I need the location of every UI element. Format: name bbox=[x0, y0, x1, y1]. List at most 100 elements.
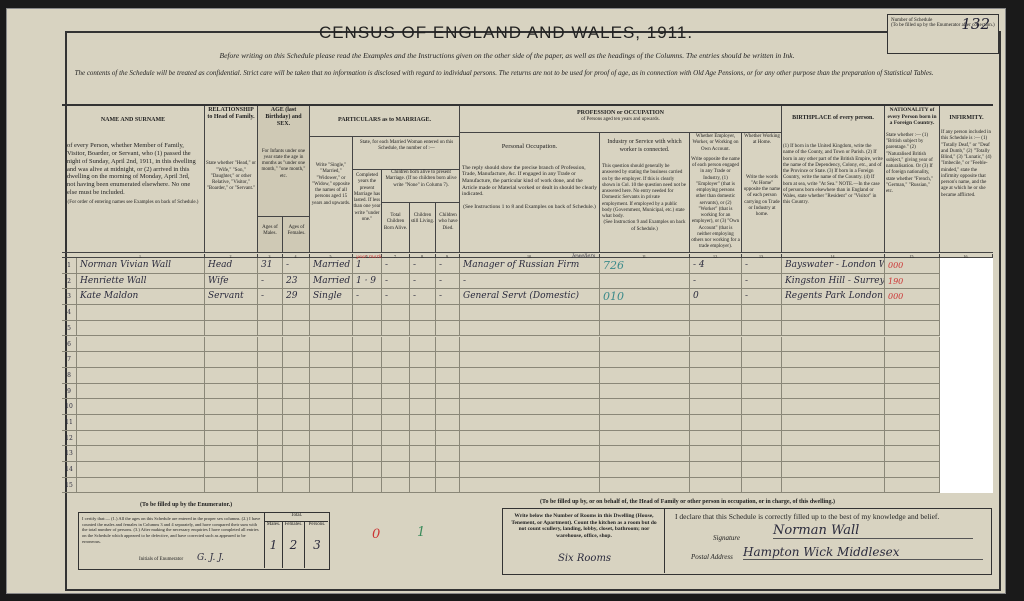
cell-code bbox=[600, 336, 690, 352]
postal-address-label: Postal Address bbox=[691, 553, 733, 561]
schedule-frame bbox=[65, 31, 1001, 591]
cell-birth bbox=[782, 399, 885, 414]
page-title: CENSUS OF ENGLAND AND WALES, 1911. bbox=[318, 23, 694, 42]
cell-bcode bbox=[885, 430, 940, 446]
table-row: 2 Henriette Wall Wife -23 Married 1 · 9------… bbox=[62, 273, 993, 290]
cell-birth bbox=[782, 415, 885, 430]
cell-m: - bbox=[258, 289, 283, 305]
cell-bcode bbox=[885, 367, 940, 383]
cell-emp bbox=[690, 305, 742, 320]
cell-died bbox=[436, 462, 460, 477]
cell-m bbox=[258, 446, 283, 462]
cell-yrs bbox=[353, 305, 382, 320]
cell-birth bbox=[782, 305, 885, 320]
males-count: 1 bbox=[269, 538, 278, 553]
header-marriage-died: Children who have Died. bbox=[436, 202, 459, 252]
cell-mar: Married bbox=[310, 273, 353, 289]
cell-emp: 0 bbox=[690, 289, 742, 305]
cell-f bbox=[283, 399, 310, 414]
cell-mar: Single bbox=[310, 289, 353, 305]
column-number: 15. bbox=[885, 254, 940, 261]
cell-n: 2 bbox=[62, 273, 77, 289]
cell-m: - bbox=[258, 273, 283, 289]
occupation-note: Jewellers bbox=[572, 253, 596, 259]
cell-m bbox=[258, 462, 283, 477]
cell-tot bbox=[382, 367, 410, 383]
cell-rel bbox=[205, 352, 258, 367]
header-home-title: Whether Working at Home. bbox=[744, 134, 780, 146]
cell-n: 15 bbox=[62, 477, 77, 493]
column-number: 9. bbox=[436, 254, 460, 261]
persons-count: 3 bbox=[313, 538, 321, 553]
cell-occ bbox=[460, 352, 600, 367]
cell-yrs: - bbox=[353, 289, 382, 305]
header-industry-note: (See Instruction 9 and Examples on back … bbox=[603, 220, 686, 232]
cell-name bbox=[77, 383, 205, 399]
cell-tot bbox=[382, 352, 410, 367]
cell-tot bbox=[382, 430, 410, 446]
cell-birth bbox=[782, 320, 885, 336]
header-home-desc: Write the words "At Home" opposite the n… bbox=[743, 174, 781, 218]
header-marriage-title: PARTICULARS as to MARRIAGE. bbox=[337, 117, 431, 123]
cell-mar bbox=[310, 367, 353, 383]
cell-died bbox=[436, 415, 460, 430]
cell-home bbox=[742, 430, 782, 446]
cell-bcode bbox=[885, 446, 940, 462]
cell-occ: General Servt (Domestic) bbox=[460, 289, 600, 305]
cell-died: - bbox=[436, 258, 460, 273]
cell-bcode bbox=[885, 415, 940, 430]
cell-bcode bbox=[885, 336, 940, 352]
cell-code bbox=[600, 399, 690, 414]
header-employer-title: Whether Employer, Worker, or Working on … bbox=[692, 134, 739, 152]
cell-mar bbox=[310, 352, 353, 367]
cell-f: 29 bbox=[283, 289, 310, 305]
header-nationality: NATIONALITY of every Person born in a Fo… bbox=[885, 106, 940, 252]
females-label: Females. bbox=[284, 522, 303, 527]
cell-code bbox=[600, 367, 690, 383]
cell-liv bbox=[410, 399, 436, 414]
table-row: 1 Norman Vivian Wall Head 31- Married 1- - - Man… bbox=[62, 253, 993, 274]
cell-name: Henriette Wall bbox=[77, 273, 205, 289]
cell-mar bbox=[310, 462, 353, 477]
cell-n: 10 bbox=[62, 399, 77, 414]
header-profession-title: PROFESSION or OCCUPATION bbox=[576, 110, 664, 116]
table-row: 4 bbox=[62, 305, 993, 321]
cell-birth bbox=[782, 383, 885, 399]
cell-birth bbox=[782, 446, 885, 462]
cell-name bbox=[77, 477, 205, 493]
cell-f: 23 bbox=[283, 273, 310, 289]
header-personal-title: Personal Occupation. bbox=[501, 143, 558, 150]
cell-bcode bbox=[885, 305, 940, 320]
cell-emp bbox=[690, 367, 742, 383]
cell-rel bbox=[205, 477, 258, 493]
cell-name bbox=[77, 367, 205, 383]
cell-name bbox=[77, 446, 205, 462]
cell-n: 5 bbox=[62, 320, 77, 336]
cell-died bbox=[436, 367, 460, 383]
household-caption: (To be filled up by, or on behalf of, th… bbox=[540, 499, 836, 505]
cell-died bbox=[436, 399, 460, 414]
cell-tot bbox=[382, 320, 410, 336]
cell-f bbox=[283, 320, 310, 336]
cell-home bbox=[742, 336, 782, 352]
header-age-females: Ages of Females. bbox=[283, 216, 309, 252]
column-number: 3. bbox=[258, 254, 283, 261]
cell-liv: - bbox=[410, 273, 436, 289]
cell-f bbox=[283, 352, 310, 367]
header-birthplace-desc: (1) If born in the United Kingdom, write… bbox=[783, 144, 883, 206]
cell-died: - bbox=[436, 289, 460, 305]
header-personal-note: (See Instructions 1 to 8 and Examples on… bbox=[463, 203, 596, 210]
cell-occ bbox=[460, 462, 600, 477]
cell-m bbox=[258, 415, 283, 430]
cell-name bbox=[77, 430, 205, 446]
cell-home bbox=[742, 320, 782, 336]
column-number: 7. bbox=[382, 254, 410, 261]
cell-emp bbox=[690, 383, 742, 399]
cell-tot bbox=[382, 399, 410, 414]
cell-m bbox=[258, 430, 283, 446]
cell-rel: Head bbox=[205, 258, 258, 273]
cell-f bbox=[283, 383, 310, 399]
cell-tot bbox=[382, 383, 410, 399]
header-personal-desc: The reply should show the precise branch… bbox=[462, 164, 598, 198]
header-nationality-desc: State whether :— (1) "British subject by… bbox=[886, 132, 933, 195]
